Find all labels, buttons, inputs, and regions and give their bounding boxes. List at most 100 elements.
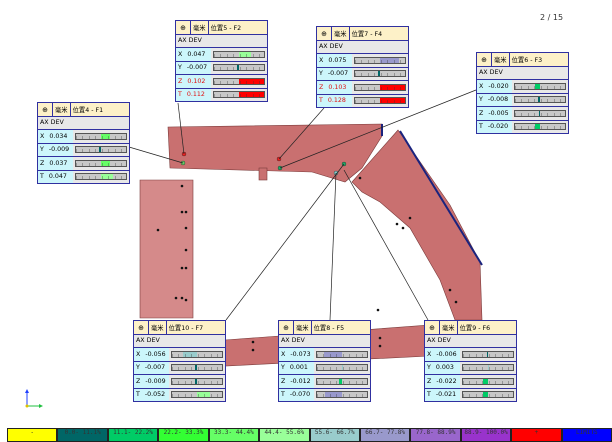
deviation-bar <box>462 391 514 399</box>
crosshair-icon: ⊕ <box>279 321 294 334</box>
feature-panel[interactable]: ⊕ 毫米 位置4 - F1 AX DEV X 0.034 Y -0.009 Z … <box>37 102 130 184</box>
deviation-bar <box>316 377 368 385</box>
deviation-row: X 0.047 <box>176 48 267 62</box>
panel-header: ⊕ 毫米 位置6 - F3 <box>477 53 568 67</box>
deviation-bar <box>514 123 566 131</box>
axis-label: Z <box>178 77 183 85</box>
deviation-bar <box>316 391 368 399</box>
axis-label: Y <box>178 64 182 72</box>
axis-label: Y <box>40 146 44 154</box>
deviation-bar <box>462 377 514 385</box>
deviation-value: 0.034 <box>49 132 68 140</box>
part-3d-view[interactable] <box>0 0 612 428</box>
crosshair-icon: ⊕ <box>134 321 149 334</box>
feature-name: 位置8 - F5 <box>311 321 370 334</box>
deviation-value: -0.009 <box>48 146 70 154</box>
deviation-value: -0.007 <box>327 70 349 78</box>
part-top-beam <box>167 123 383 183</box>
axis-label: X <box>178 50 183 58</box>
deviation-row: X -0.020 <box>477 80 568 94</box>
axis-dev-header: AX DEV <box>176 35 267 48</box>
legend-cell: 66.7- 77.8% <box>359 428 411 442</box>
feature-panel[interactable]: ⊕ 毫米 位置9 - F6 AX DEV X -0.006 Y 0.003 Z … <box>424 320 517 402</box>
panel-header: ⊕ 毫米 位置5 - F2 <box>176 21 267 35</box>
deviation-value: -0.009 <box>145 377 166 385</box>
deviation-value: 0.112 <box>186 91 205 99</box>
deviation-row: Y 0.003 <box>425 361 516 375</box>
deviation-row: Z 0.103 <box>317 81 408 95</box>
feature-name: 位置9 - F6 <box>457 321 516 334</box>
deviation-row: X 0.034 <box>38 130 129 144</box>
legend-cell: 0.0- 11.1% <box>57 428 108 442</box>
deviation-row: T -0.021 <box>425 388 516 401</box>
part-tab <box>258 167 268 181</box>
unit-label: 毫米 <box>149 321 167 334</box>
deviation-value: 0.103 <box>328 83 347 91</box>
panel-header: ⊕ 毫米 位置8 - F5 <box>279 321 370 335</box>
feature-panel[interactable]: ⊕ 毫米 位置8 - F5 AX DEV X -0.073 Y 0.001 Z … <box>278 320 371 402</box>
deviation-bar <box>75 132 127 140</box>
deviation-row: Y -0.007 <box>134 361 225 375</box>
deviation-bar <box>514 82 566 90</box>
feature-panel[interactable]: ⊕ 毫米 位置5 - F2 AX DEV X 0.047 Y -0.007 Z … <box>175 20 268 102</box>
axis-dev-header: AX DEV <box>425 335 516 348</box>
axis-label: X <box>281 350 286 358</box>
deviation-row: Z -0.012 <box>279 375 370 389</box>
axis-label: Z <box>281 377 286 385</box>
deviation-row: Z 0.102 <box>176 75 267 89</box>
feature-panel[interactable]: ⊕ 毫米 位置6 - F3 AX DEV X -0.020 Y -0.008 Z… <box>476 52 569 134</box>
axis-dev-header: AX DEV <box>279 335 370 348</box>
feature-panel[interactable]: ⊕ 毫米 位置10 - F7 AX DEV X -0.056 Y -0.007 … <box>133 320 226 402</box>
axis-label: T <box>479 123 483 131</box>
deviation-row: T 0.112 <box>176 88 267 101</box>
deviation-row: Y -0.008 <box>477 93 568 107</box>
axis-triad-icon <box>25 389 43 408</box>
deviation-value: -0.008 <box>487 96 509 104</box>
legend-cell: 44.4- 55.6% <box>259 428 310 442</box>
deviation-bar <box>171 364 223 372</box>
axis-label: Y <box>319 70 323 78</box>
axis-label: Y <box>479 96 483 104</box>
feature-panel[interactable]: ⊕ 毫米 位置7 - F4 AX DEV X 0.075 Y -0.007 Z … <box>316 26 409 108</box>
deviation-row: T -0.052 <box>134 388 225 401</box>
deviation-bar <box>316 350 368 358</box>
deviation-value: -0.073 <box>290 350 311 358</box>
deviation-row: X -0.073 <box>279 348 370 362</box>
deviation-row: T 0.047 <box>38 170 129 183</box>
axis-label: T <box>319 97 323 105</box>
deviation-value: 0.003 <box>435 364 454 372</box>
color-legend: -0.0- 11.1% 11.1- 22.2% 22.2- 33.3% 33.3- 4… <box>7 428 612 442</box>
deviation-value: -0.012 <box>290 377 311 385</box>
deviation-value: 0.102 <box>187 77 206 85</box>
axis-label: Z <box>319 83 324 91</box>
unit-label: 毫米 <box>492 53 510 66</box>
deviation-bar <box>462 350 514 358</box>
crosshair-icon: ⊕ <box>317 27 332 40</box>
axis-label: Z <box>427 377 432 385</box>
deviation-row: X -0.006 <box>425 348 516 362</box>
axis-label: X <box>40 132 45 140</box>
deviation-bar <box>213 50 265 58</box>
panel-header: ⊕ 毫米 位置9 - F6 <box>425 321 516 335</box>
axis-label: T <box>178 91 182 99</box>
axis-dev-header: AX DEV <box>134 335 225 348</box>
deviation-bar <box>75 173 127 181</box>
deviation-bar <box>171 391 223 399</box>
leader-lines <box>128 89 477 321</box>
deviation-value: -0.021 <box>435 391 457 399</box>
deviation-bar <box>514 109 566 117</box>
deviation-bar <box>354 83 406 91</box>
deviation-row: Z -0.022 <box>425 375 516 389</box>
axis-label: T <box>40 173 44 181</box>
deviation-bar <box>354 97 406 105</box>
crosshair-icon: ⊕ <box>477 53 492 66</box>
deviation-value: 0.128 <box>327 97 346 105</box>
deviation-value: -0.020 <box>488 82 509 90</box>
axis-dev-header: AX DEV <box>317 41 408 54</box>
deviation-bar <box>171 377 223 385</box>
unit-label: 毫米 <box>53 103 71 116</box>
legend-cell: 33.3- 44.4% <box>208 428 260 442</box>
feature-name: 位置6 - F3 <box>509 53 568 66</box>
deviation-value: -0.070 <box>289 391 311 399</box>
feature-name: 位置5 - F2 <box>208 21 267 34</box>
